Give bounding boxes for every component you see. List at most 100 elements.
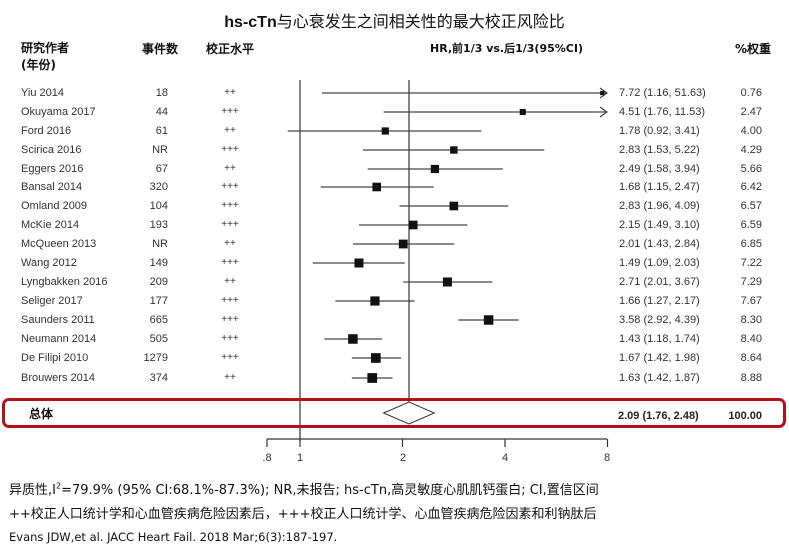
overall-highlight-box: [2, 398, 786, 428]
row-events: 320: [149, 181, 168, 193]
footnote-1-post: =79.9% (95% CI:68.1%-87.3%); NR,未报告; hs-…: [61, 483, 599, 498]
row-adjustment: +++: [221, 333, 239, 344]
point-estimate-marker: [600, 90, 605, 96]
row-study-name: Saunders 2011: [21, 314, 95, 326]
row-adjustment: +++: [221, 181, 239, 192]
header-events: 事件数: [142, 42, 179, 56]
overall-hr: 2.09 (1.76, 2.48): [618, 410, 699, 422]
footnote-adjustment: ++校正人口统计学和心血管疾病危险因素后，+++校正人口统计学、心血管疾病危险因…: [9, 507, 597, 522]
footnote-1-pre: 异质性,I: [9, 483, 56, 498]
point-estimate-marker: [348, 334, 358, 344]
row-hr-ci: 1.66 (1.27, 2.17): [619, 295, 700, 307]
row-adjustment: ++: [224, 372, 236, 383]
row-hr-ci: 2.71 (2.01, 3.67): [619, 276, 700, 288]
title-rest: 与心衰发生之间相关性的最大校正风险比: [276, 14, 565, 31]
row-events: NR: [152, 144, 168, 156]
row-weight: 7.22: [740, 257, 762, 269]
row-adjustment: ++: [224, 276, 236, 287]
row-weight: 8.88: [740, 372, 762, 384]
header-study-label: 研究作者: [21, 41, 70, 55]
point-estimate-marker: [372, 182, 382, 192]
row-hr-ci: 2.01 (1.43, 2.84): [619, 238, 700, 250]
row-events: 149: [149, 257, 168, 269]
row-events: 67: [155, 163, 168, 175]
x-tick-label: 2: [399, 452, 407, 464]
row-adjustment: +++: [221, 314, 239, 325]
header-study-sub: (年份): [21, 58, 56, 72]
x-tick-label: 1: [296, 452, 304, 464]
row-events: 374: [149, 372, 168, 384]
row-weight: 6.57: [740, 200, 762, 212]
row-adjustment: +++: [221, 200, 239, 211]
row-study-name: De Filipi 2010: [21, 352, 89, 364]
row-hr-ci: 1.49 (1.09, 2.03): [619, 257, 700, 269]
row-study-name: Wang 2012: [21, 257, 77, 269]
row-events: 1279: [143, 352, 168, 364]
row-adjustment: +++: [221, 257, 239, 268]
point-estimate-marker: [449, 201, 459, 211]
header-adjustment: 校正水平: [206, 42, 255, 56]
row-hr-ci: 2.15 (1.49, 3.10): [619, 219, 700, 231]
header-study: 研究作者 (年份): [21, 40, 69, 74]
row-hr-ci: 7.72 (1.16, 51.63): [619, 87, 706, 99]
row-study-name: Neumann 2014: [21, 333, 97, 345]
row-hr-ci: 1.68 (1.15, 2.47): [619, 181, 700, 193]
row-events: 18: [155, 87, 168, 99]
row-events: 665: [149, 314, 168, 326]
row-hr-ci: 1.67 (1.42, 1.98): [619, 352, 700, 364]
point-estimate-marker: [371, 353, 381, 363]
row-weight: 8.64: [740, 352, 762, 364]
row-study-name: Okuyama 2017: [21, 106, 96, 118]
row-adjustment: +++: [221, 144, 239, 155]
row-events: 44: [155, 106, 168, 118]
row-hr-ci: 2.83 (1.53, 5.22): [619, 144, 700, 156]
point-estimate-marker: [367, 373, 378, 383]
row-weight: 4.00: [740, 125, 762, 137]
point-estimate-marker: [442, 277, 452, 287]
ci-arrow-icon: [599, 87, 609, 99]
row-weight: 6.59: [740, 219, 762, 231]
footnote-heterogeneity: 异质性,I2=79.9% (95% CI:68.1%-87.3%); NR,未报…: [9, 479, 599, 498]
point-estimate-marker: [483, 315, 494, 325]
row-weight: 4.29: [740, 144, 762, 156]
point-estimate-marker: [450, 146, 458, 154]
chart-title: hs-cTn与心衰发生之间相关性的最大校正风险比: [0, 8, 789, 32]
ci-arrow-icon: [599, 106, 609, 118]
x-tick-label: 8: [603, 452, 611, 464]
row-adjustment: +++: [221, 295, 239, 306]
point-estimate-marker: [354, 258, 364, 268]
row-hr-ci: 2.83 (1.96, 4.09): [619, 200, 700, 212]
row-study-name: Ford 2016: [21, 125, 72, 137]
row-weight: 8.40: [740, 333, 762, 345]
row-study-name: McQueen 2013: [21, 238, 97, 250]
row-events: 177: [149, 295, 168, 307]
row-events: 209: [149, 276, 168, 288]
row-study-name: Lyngbakken 2016: [21, 276, 108, 288]
row-study-name: Scirica 2016: [21, 144, 82, 156]
row-hr-ci: 1.78 (0.92, 3.41): [619, 125, 700, 137]
row-hr-ci: 4.51 (1.76, 11.53): [619, 106, 706, 118]
row-study-name: McKie 2014: [21, 219, 80, 231]
citation: Evans JDW,et al. JACC Heart Fail. 2018 M…: [9, 530, 338, 544]
row-hr-ci: 2.49 (1.58, 3.94): [619, 163, 700, 175]
x-tick-label: .8: [262, 452, 272, 464]
point-estimate-marker: [519, 108, 526, 116]
row-hr-ci: 1.63 (1.42, 1.87): [619, 372, 700, 384]
row-study-name: Brouwers 2014: [21, 372, 95, 384]
overall-label: 总体: [29, 407, 54, 421]
row-adjustment: ++: [224, 163, 236, 174]
row-study-name: Eggers 2016: [21, 163, 84, 175]
row-events: 193: [149, 219, 168, 231]
row-events: NR: [152, 238, 168, 250]
row-hr-ci: 1.43 (1.18, 1.74): [619, 333, 700, 345]
point-estimate-marker: [370, 296, 380, 306]
row-study-name: Omland 2009: [21, 200, 88, 212]
header-hr: HR,前1/3 vs.后1/3(95%CI): [430, 42, 583, 55]
row-adjustment: +++: [221, 106, 239, 117]
overall-diamond: [382, 401, 436, 425]
point-estimate-marker: [430, 164, 439, 174]
row-events: 61: [155, 125, 168, 137]
row-hr-ci: 3.58 (2.92, 4.39): [619, 314, 700, 326]
row-events: 505: [149, 333, 168, 345]
